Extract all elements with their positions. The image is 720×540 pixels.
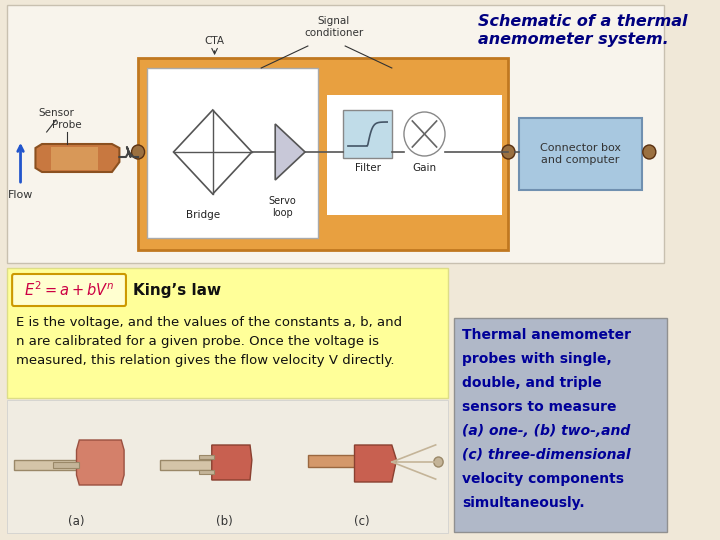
FancyBboxPatch shape	[343, 110, 392, 158]
Text: Connector box
and computer: Connector box and computer	[540, 143, 621, 165]
Circle shape	[643, 145, 656, 159]
FancyBboxPatch shape	[53, 462, 79, 468]
Text: Gain: Gain	[413, 163, 436, 173]
Circle shape	[132, 145, 145, 159]
Text: velocity components: velocity components	[462, 472, 624, 486]
Circle shape	[502, 145, 515, 159]
FancyBboxPatch shape	[161, 460, 212, 470]
FancyBboxPatch shape	[51, 147, 98, 170]
Text: Filter: Filter	[354, 163, 381, 173]
Text: probes with single,: probes with single,	[462, 352, 611, 366]
Text: (b): (b)	[215, 515, 233, 528]
FancyBboxPatch shape	[308, 455, 354, 467]
Text: $E^2 = a + bV^n$: $E^2 = a + bV^n$	[24, 281, 114, 299]
Text: sensors to measure: sensors to measure	[462, 400, 616, 414]
FancyBboxPatch shape	[518, 118, 642, 190]
Text: measured, this relation gives the flow velocity V directly.: measured, this relation gives the flow v…	[16, 354, 395, 367]
Polygon shape	[174, 110, 252, 194]
Text: Schematic of a thermal: Schematic of a thermal	[477, 14, 687, 29]
Text: King’s law: King’s law	[133, 282, 222, 298]
Text: Probe: Probe	[53, 120, 82, 130]
Text: Servo
loop: Servo loop	[269, 196, 297, 218]
FancyBboxPatch shape	[12, 274, 126, 306]
FancyBboxPatch shape	[138, 58, 508, 250]
Polygon shape	[212, 445, 252, 480]
FancyBboxPatch shape	[7, 268, 448, 398]
Text: (a): (a)	[68, 515, 85, 528]
Text: anemometer system.: anemometer system.	[477, 32, 668, 47]
Text: Thermal anemometer: Thermal anemometer	[462, 328, 631, 342]
Text: CTA: CTA	[204, 36, 225, 46]
Polygon shape	[35, 144, 120, 172]
Polygon shape	[275, 124, 305, 180]
Text: double, and triple: double, and triple	[462, 376, 601, 390]
Text: Flow: Flow	[8, 190, 33, 200]
Polygon shape	[354, 445, 397, 482]
Text: E is the voltage, and the values of the constants a, b, and: E is the voltage, and the values of the …	[16, 316, 402, 329]
FancyBboxPatch shape	[7, 400, 448, 533]
Text: simultaneously.: simultaneously.	[462, 496, 585, 510]
Text: (a) one-, (b) two-,and: (a) one-, (b) two-,and	[462, 424, 630, 438]
FancyBboxPatch shape	[327, 95, 502, 215]
FancyBboxPatch shape	[454, 318, 667, 532]
Polygon shape	[76, 440, 124, 485]
Text: Bridge: Bridge	[186, 210, 220, 220]
Circle shape	[404, 112, 445, 156]
Text: (c) three-dimensional: (c) three-dimensional	[462, 448, 631, 462]
Text: n are calibrated for a given probe. Once the voltage is: n are calibrated for a given probe. Once…	[16, 335, 379, 348]
Text: (c): (c)	[354, 515, 370, 528]
Text: Signal
conditioner: Signal conditioner	[305, 16, 364, 38]
Text: Sensor: Sensor	[38, 108, 74, 118]
FancyBboxPatch shape	[14, 460, 79, 470]
FancyBboxPatch shape	[199, 455, 214, 459]
FancyBboxPatch shape	[148, 68, 318, 238]
FancyBboxPatch shape	[7, 5, 665, 263]
FancyBboxPatch shape	[199, 470, 214, 474]
Circle shape	[434, 457, 443, 467]
